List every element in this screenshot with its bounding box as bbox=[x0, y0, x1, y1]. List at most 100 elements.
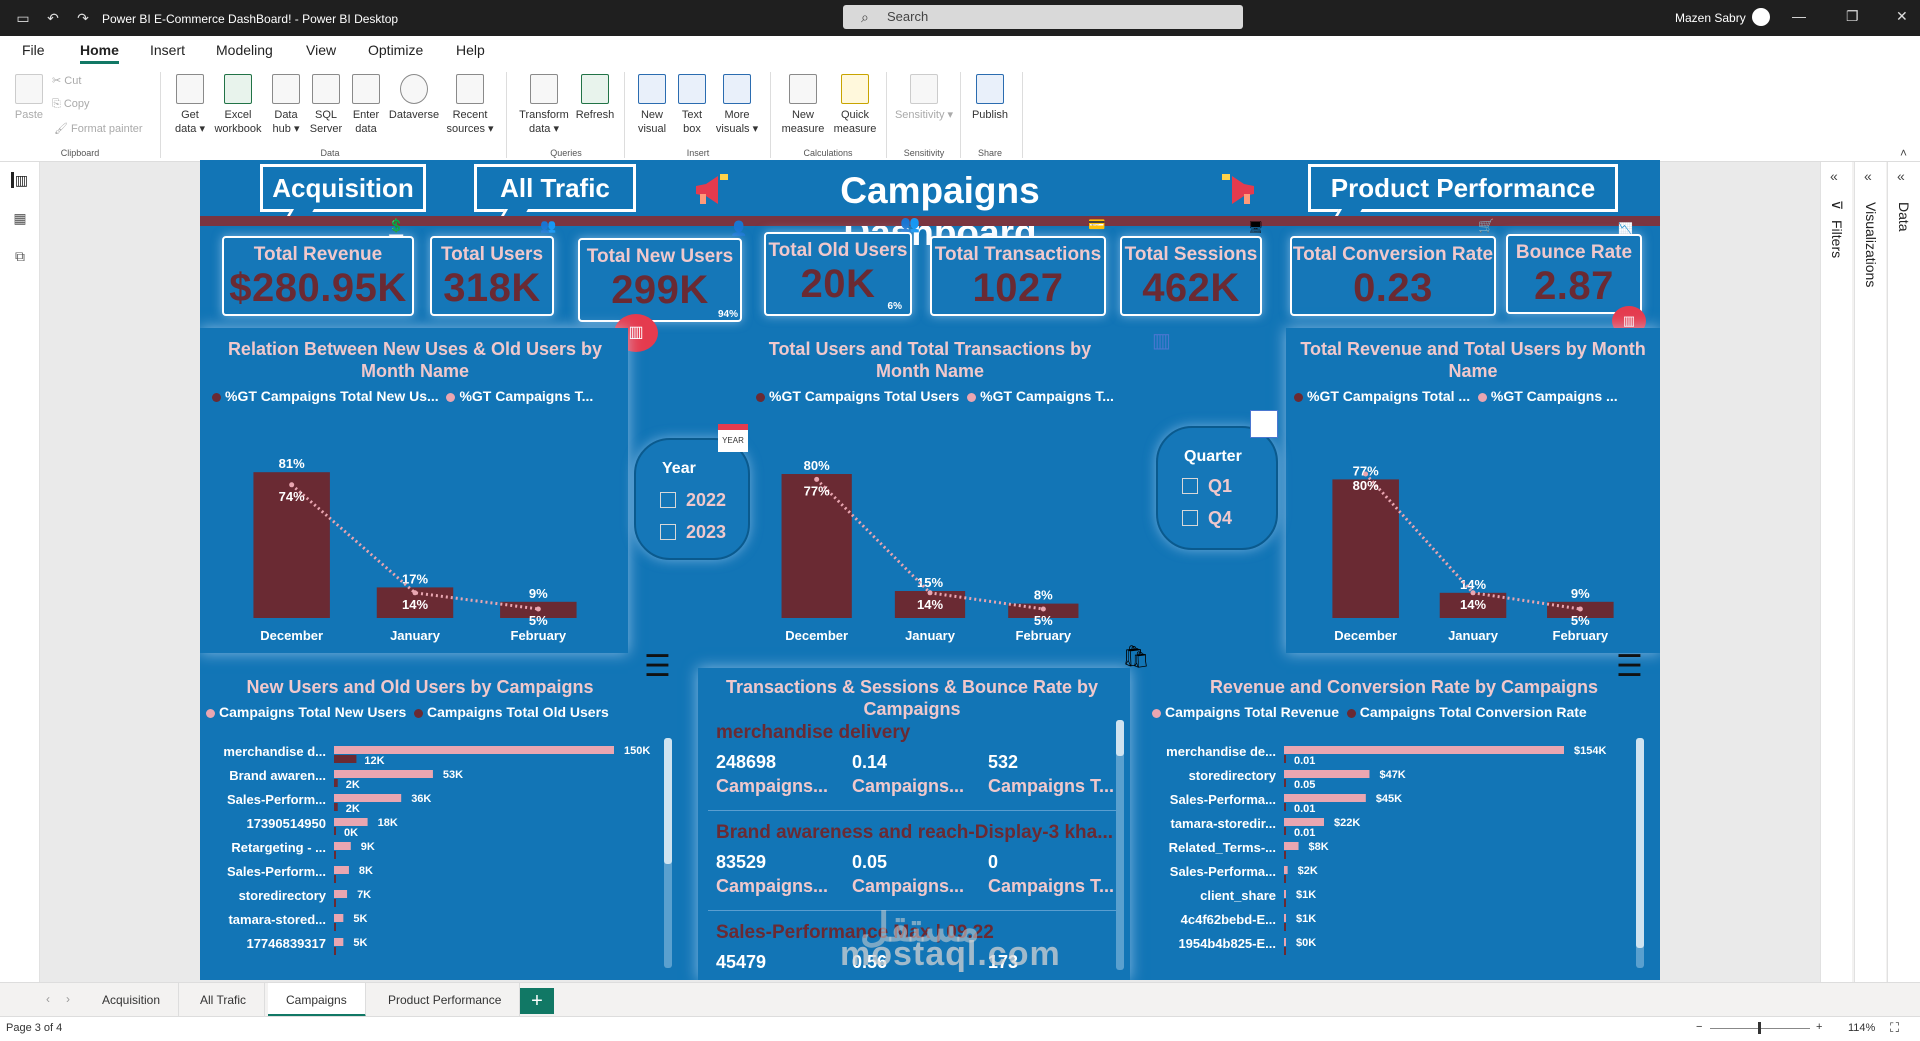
prev-page-icon[interactable]: ‹ bbox=[46, 992, 50, 1006]
expand-filters-icon[interactable]: « bbox=[1830, 168, 1838, 184]
page-tab-product-performance[interactable]: Product Performance bbox=[370, 983, 521, 1017]
menu-view[interactable]: View bbox=[306, 42, 337, 58]
text-box-button[interactable]: Text box bbox=[674, 74, 710, 136]
expand-visualizations-icon[interactable]: « bbox=[1864, 168, 1872, 184]
checkbox[interactable] bbox=[660, 492, 676, 508]
card-value: 532 bbox=[988, 752, 1019, 772]
zoom-out-icon[interactable]: − bbox=[1696, 1021, 1703, 1033]
megaphone-icon bbox=[1222, 174, 1254, 204]
model-view-icon[interactable]: ⧉ bbox=[15, 248, 25, 264]
scrollbar-thumb[interactable] bbox=[664, 738, 672, 864]
page-tab-acquisition[interactable]: Acquisition bbox=[84, 983, 180, 1017]
year-option-2022[interactable]: 2022 bbox=[660, 490, 726, 511]
sql-server-button[interactable]: SQL Server bbox=[306, 74, 346, 136]
new-visual-button[interactable]: New visual bbox=[632, 74, 672, 136]
nav-acquisition-button[interactable]: Acquisition bbox=[260, 164, 426, 212]
quarter-option-q1[interactable]: Q1 bbox=[1182, 476, 1232, 497]
bar-data-label: $1K bbox=[1296, 889, 1316, 901]
fit-to-page-icon[interactable]: ⛶ bbox=[1890, 1020, 1900, 1035]
quick-measure-button[interactable]: Quick measure bbox=[830, 74, 880, 136]
menu-help[interactable]: Help bbox=[456, 42, 485, 58]
bar-data-label: 8% bbox=[1034, 588, 1053, 603]
publish-button[interactable]: Publish bbox=[966, 74, 1014, 122]
zoom-in-icon[interactable]: + bbox=[1816, 1021, 1823, 1033]
window-title: Power BI E-Commerce DashBoard! - Power B… bbox=[102, 12, 399, 26]
menu-optimize[interactable]: Optimize bbox=[368, 42, 424, 58]
page-tab-all-trafic[interactable]: All Trafic bbox=[182, 983, 266, 1017]
report-view-icon[interactable]: ▥ bbox=[11, 172, 29, 188]
paste-button[interactable]: Paste bbox=[12, 74, 46, 122]
sensitivity-button[interactable]: Sensitivity ▾ bbox=[894, 74, 954, 122]
table-view-icon[interactable]: ▦ bbox=[13, 210, 27, 226]
page-tab-campaigns[interactable]: Campaigns bbox=[268, 983, 366, 1017]
year-option-2023[interactable]: 2023 bbox=[660, 522, 726, 543]
category-label: storedirectory bbox=[239, 888, 327, 903]
redo-icon[interactable]: ↷ bbox=[77, 10, 89, 26]
scrollbar-thumb[interactable] bbox=[1116, 720, 1124, 756]
bar-primary bbox=[334, 842, 351, 850]
format-painter-button[interactable]: 🖌 Format painter bbox=[54, 123, 143, 135]
chart-bar bbox=[1439, 592, 1507, 618]
restore-icon[interactable]: ❐ bbox=[1846, 8, 1859, 24]
menu-insert[interactable]: Insert bbox=[150, 42, 186, 58]
cut-label: Cut bbox=[64, 75, 82, 87]
line-point bbox=[1363, 471, 1369, 477]
card-scrollbar[interactable] bbox=[1116, 720, 1124, 970]
enter-data-button[interactable]: Enter data bbox=[348, 74, 384, 136]
data-hub-label: Data hub ▾ bbox=[272, 109, 300, 135]
dataverse-button[interactable]: Dataverse bbox=[386, 74, 442, 122]
chart-legend: %GT Campaigns Total ... %GT Campaigns ..… bbox=[1294, 388, 1618, 404]
save-icon[interactable]: ▭ bbox=[16, 10, 30, 26]
bar-primary bbox=[1284, 890, 1286, 898]
data-pane[interactable]: « Data bbox=[1887, 162, 1920, 982]
option-label: Q1 bbox=[1208, 476, 1233, 496]
visualizations-pane[interactable]: « Visualizations bbox=[1854, 162, 1886, 982]
checkbox[interactable] bbox=[660, 524, 676, 540]
cut-button[interactable]: ✂ Cut bbox=[52, 75, 82, 87]
get-data-button[interactable]: Get data ▾ bbox=[170, 74, 210, 136]
avatar[interactable] bbox=[1752, 8, 1770, 26]
undo-icon[interactable]: ↶ bbox=[47, 10, 59, 26]
paste-icon bbox=[15, 74, 43, 104]
watermark-logo: مستقل bbox=[860, 906, 980, 950]
search-input[interactable]: ⌕ Search bbox=[843, 5, 1243, 29]
line-data-label: 14% bbox=[402, 597, 428, 612]
recent-sources-button[interactable]: Recent sources ▾ bbox=[444, 74, 496, 136]
nav-product-performance-button[interactable]: Product Performance bbox=[1308, 164, 1618, 212]
menu-home[interactable]: Home bbox=[80, 42, 119, 64]
minimize-icon[interactable]: — bbox=[1792, 8, 1806, 24]
excel-workbook-button[interactable]: Excel workbook bbox=[210, 74, 266, 136]
line-point bbox=[289, 482, 295, 488]
expand-data-icon[interactable]: « bbox=[1897, 168, 1905, 184]
zoom-level: 114% bbox=[1848, 1022, 1876, 1034]
transform-data-button[interactable]: Transform data ▾ bbox=[514, 74, 574, 136]
close-icon[interactable]: ✕ bbox=[1896, 8, 1908, 24]
menu-file[interactable]: File bbox=[22, 42, 45, 58]
more-visuals-icon bbox=[723, 74, 751, 104]
copy-label: Copy bbox=[63, 98, 90, 110]
data-hub-button[interactable]: Data hub ▾ bbox=[268, 74, 304, 136]
menu-modeling[interactable]: Modeling bbox=[216, 42, 273, 58]
bar-data-label: $2K bbox=[1298, 865, 1318, 877]
bar-primary bbox=[1284, 842, 1299, 850]
checkbox[interactable] bbox=[1182, 510, 1198, 526]
search-icon: ⌕ bbox=[861, 9, 869, 25]
checkbox[interactable] bbox=[1182, 478, 1198, 494]
filters-pane[interactable]: « ⊽ Filters bbox=[1820, 162, 1852, 982]
nav-all-trafic-button[interactable]: All Trafic bbox=[474, 164, 636, 212]
next-page-icon[interactable]: › bbox=[66, 992, 70, 1006]
chart-legend: %GT Campaigns Total New Us... %GT Campai… bbox=[212, 388, 593, 404]
quick-measure-icon bbox=[841, 74, 869, 104]
copy-button[interactable]: ⎘ Copy bbox=[52, 98, 90, 110]
scrollbar-thumb[interactable] bbox=[1636, 738, 1644, 948]
zoom-slider-thumb[interactable] bbox=[1758, 1022, 1761, 1034]
legend-dot bbox=[212, 392, 221, 402]
new-measure-button[interactable]: New measure bbox=[778, 74, 828, 136]
refresh-button[interactable]: Refresh bbox=[574, 74, 616, 122]
more-visuals-button[interactable]: More visuals ▾ bbox=[712, 74, 762, 136]
add-page-button[interactable]: + bbox=[520, 988, 554, 1014]
line-data-label: 5% bbox=[529, 613, 548, 628]
collapse-ribbon-icon[interactable]: ˄ bbox=[1900, 146, 1908, 160]
quarter-option-q4[interactable]: Q4 bbox=[1182, 508, 1232, 529]
legend-label: %GT Campaigns Total New Us... bbox=[225, 388, 439, 404]
